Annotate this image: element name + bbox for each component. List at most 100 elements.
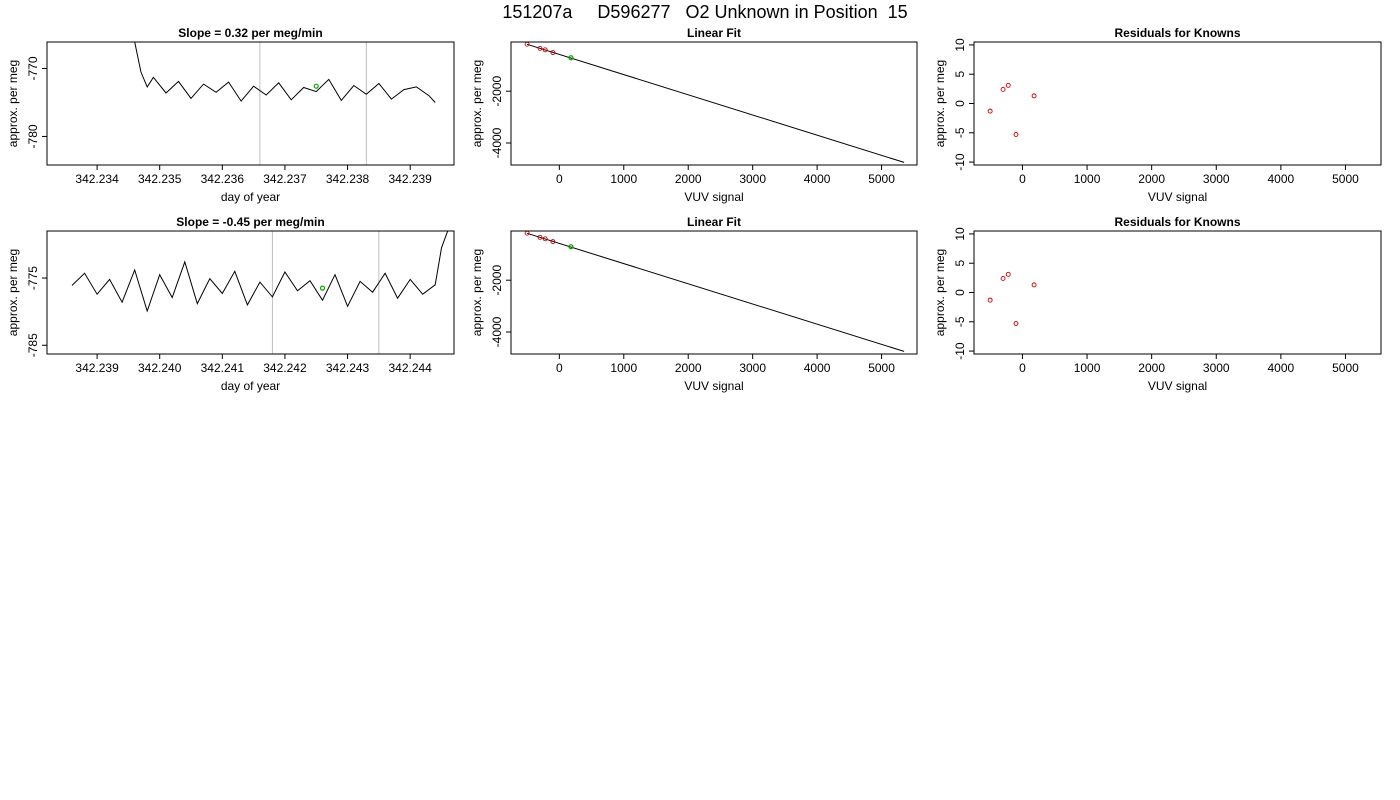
y-axis-label: approx. per meg (6, 249, 20, 336)
panel-title: Slope = -0.45 per meg/min (176, 215, 324, 229)
x-tick-label: 4000 (804, 361, 831, 375)
known-point (1031, 93, 1037, 99)
panel-title: Linear Fit (687, 26, 741, 40)
known-point (1005, 82, 1011, 88)
known-point (987, 108, 993, 114)
x-tick-label: 1000 (1074, 361, 1101, 375)
x-tick-label: 1000 (1074, 172, 1101, 186)
unknown-point (568, 244, 574, 250)
x-tick-label: 1000 (610, 361, 637, 375)
x-tick-label: 5000 (868, 172, 895, 186)
y-tick-label: -4000 (490, 316, 504, 347)
x-tick-label: 0 (1019, 361, 1026, 375)
x-tick-label: 4000 (1268, 361, 1295, 375)
y-tick-label: -10 (953, 342, 967, 360)
x-tick-label: 342.240 (138, 361, 182, 375)
y-tick-label: -785 (26, 333, 40, 357)
x-tick-label: 5000 (868, 361, 895, 375)
x-axis-label: day of year (221, 379, 280, 393)
fit-line (526, 232, 905, 352)
y-tick-label: 10 (953, 38, 967, 52)
known-point (537, 45, 543, 51)
y-tick-label: -5 (953, 127, 967, 138)
known-point (1005, 271, 1011, 277)
y-tick-label: 0 (953, 100, 967, 107)
y-tick-label: 10 (953, 227, 967, 241)
known-point (542, 47, 548, 53)
plot-area (71, 231, 449, 313)
sample-id: D596277 (597, 2, 671, 22)
x-tick-label: 0 (556, 172, 563, 186)
y-tick-label: -10 (953, 153, 967, 171)
x-tick-label: 1000 (610, 172, 637, 186)
x-axis-label: VUV signal (1148, 190, 1207, 204)
plot-frame (46, 41, 455, 166)
plot-area (524, 231, 905, 352)
x-tick-label: 0 (556, 361, 563, 375)
x-tick-label: 342.234 (75, 172, 119, 186)
x-tick-label: 3000 (739, 361, 766, 375)
unknown-point (313, 83, 319, 89)
panel-title: Linear Fit (687, 215, 741, 229)
x-tick-label: 342.239 (75, 361, 119, 375)
sample-description: O2 Unknown in Position 15 (685, 2, 908, 22)
panel-title: Residuals for Knowns (1114, 26, 1240, 40)
y-tick-label: -2000 (490, 76, 504, 107)
x-tick-label: 2000 (1138, 172, 1165, 186)
x-tick-label: 3000 (1203, 172, 1230, 186)
chart-panel-1: Slope = 0.32 per meg/min 342.234 342.235 34… (6, 26, 455, 204)
x-tick-label: 342.239 (388, 172, 432, 186)
y-tick-label: -780 (26, 124, 40, 148)
x-tick-label: 5000 (1332, 361, 1359, 375)
y-tick-label: -5 (953, 316, 967, 327)
plot-frame (510, 230, 918, 355)
x-tick-label: 342.242 (263, 361, 307, 375)
chart-panel-3: Residuals for Knowns 0 1000 2000 3000 4000 500… (933, 26, 1382, 204)
known-point (542, 236, 548, 242)
x-tick-label: 4000 (1268, 172, 1295, 186)
x-axis-label: day of year (221, 190, 280, 204)
x-tick-label: 342.238 (326, 172, 370, 186)
chart-panel-4: Slope = -0.45 per meg/min 342.239 342.240 3… (6, 215, 455, 393)
x-tick-label: 0 (1019, 172, 1026, 186)
y-axis-label: approx. per meg (470, 60, 484, 147)
plot-area (524, 42, 905, 163)
y-tick-label: -770 (26, 56, 40, 80)
x-tick-label: 2000 (675, 361, 702, 375)
y-tick-label: -2000 (490, 265, 504, 296)
x-axis-label: VUV signal (1148, 379, 1207, 393)
x-tick-label: 3000 (1203, 361, 1230, 375)
fit-line (526, 43, 905, 163)
known-point (524, 42, 530, 47)
y-tick-label: -775 (26, 266, 40, 290)
known-point (1013, 132, 1019, 137)
unknown-point (568, 55, 574, 61)
plot-area (134, 42, 436, 103)
x-tick-label: 342.236 (201, 172, 245, 186)
known-point (550, 239, 556, 245)
known-point (1000, 86, 1006, 92)
chart-panel-2: Linear Fit 0 1000 2000 3000 4000 5000 -2000 -400… (470, 26, 918, 204)
plot-area (987, 271, 1037, 326)
run-id: 151207a (502, 2, 573, 22)
panel-title: Residuals for Knowns (1114, 215, 1240, 229)
x-tick-label: 5000 (1332, 172, 1359, 186)
x-tick-label: 2000 (675, 172, 702, 186)
series-line (71, 231, 449, 313)
plot-frame (46, 230, 455, 355)
x-tick-label: 342.237 (263, 172, 307, 186)
x-tick-label: 2000 (1138, 361, 1165, 375)
y-axis-label: approx. per meg (6, 60, 20, 147)
series-line (134, 42, 436, 103)
plot-frame (510, 41, 918, 166)
page-title: 151207a D596277 O2 Unknown in Position 1… (0, 0, 1400, 24)
y-axis-label: approx. per meg (933, 249, 947, 336)
x-tick-label: 4000 (804, 172, 831, 186)
plot-frame (973, 230, 1382, 355)
y-axis-label: approx. per meg (470, 249, 484, 336)
known-point (1031, 282, 1037, 288)
known-point (987, 297, 993, 303)
y-tick-label: 5 (953, 260, 967, 267)
x-tick-label: 342.243 (326, 361, 370, 375)
